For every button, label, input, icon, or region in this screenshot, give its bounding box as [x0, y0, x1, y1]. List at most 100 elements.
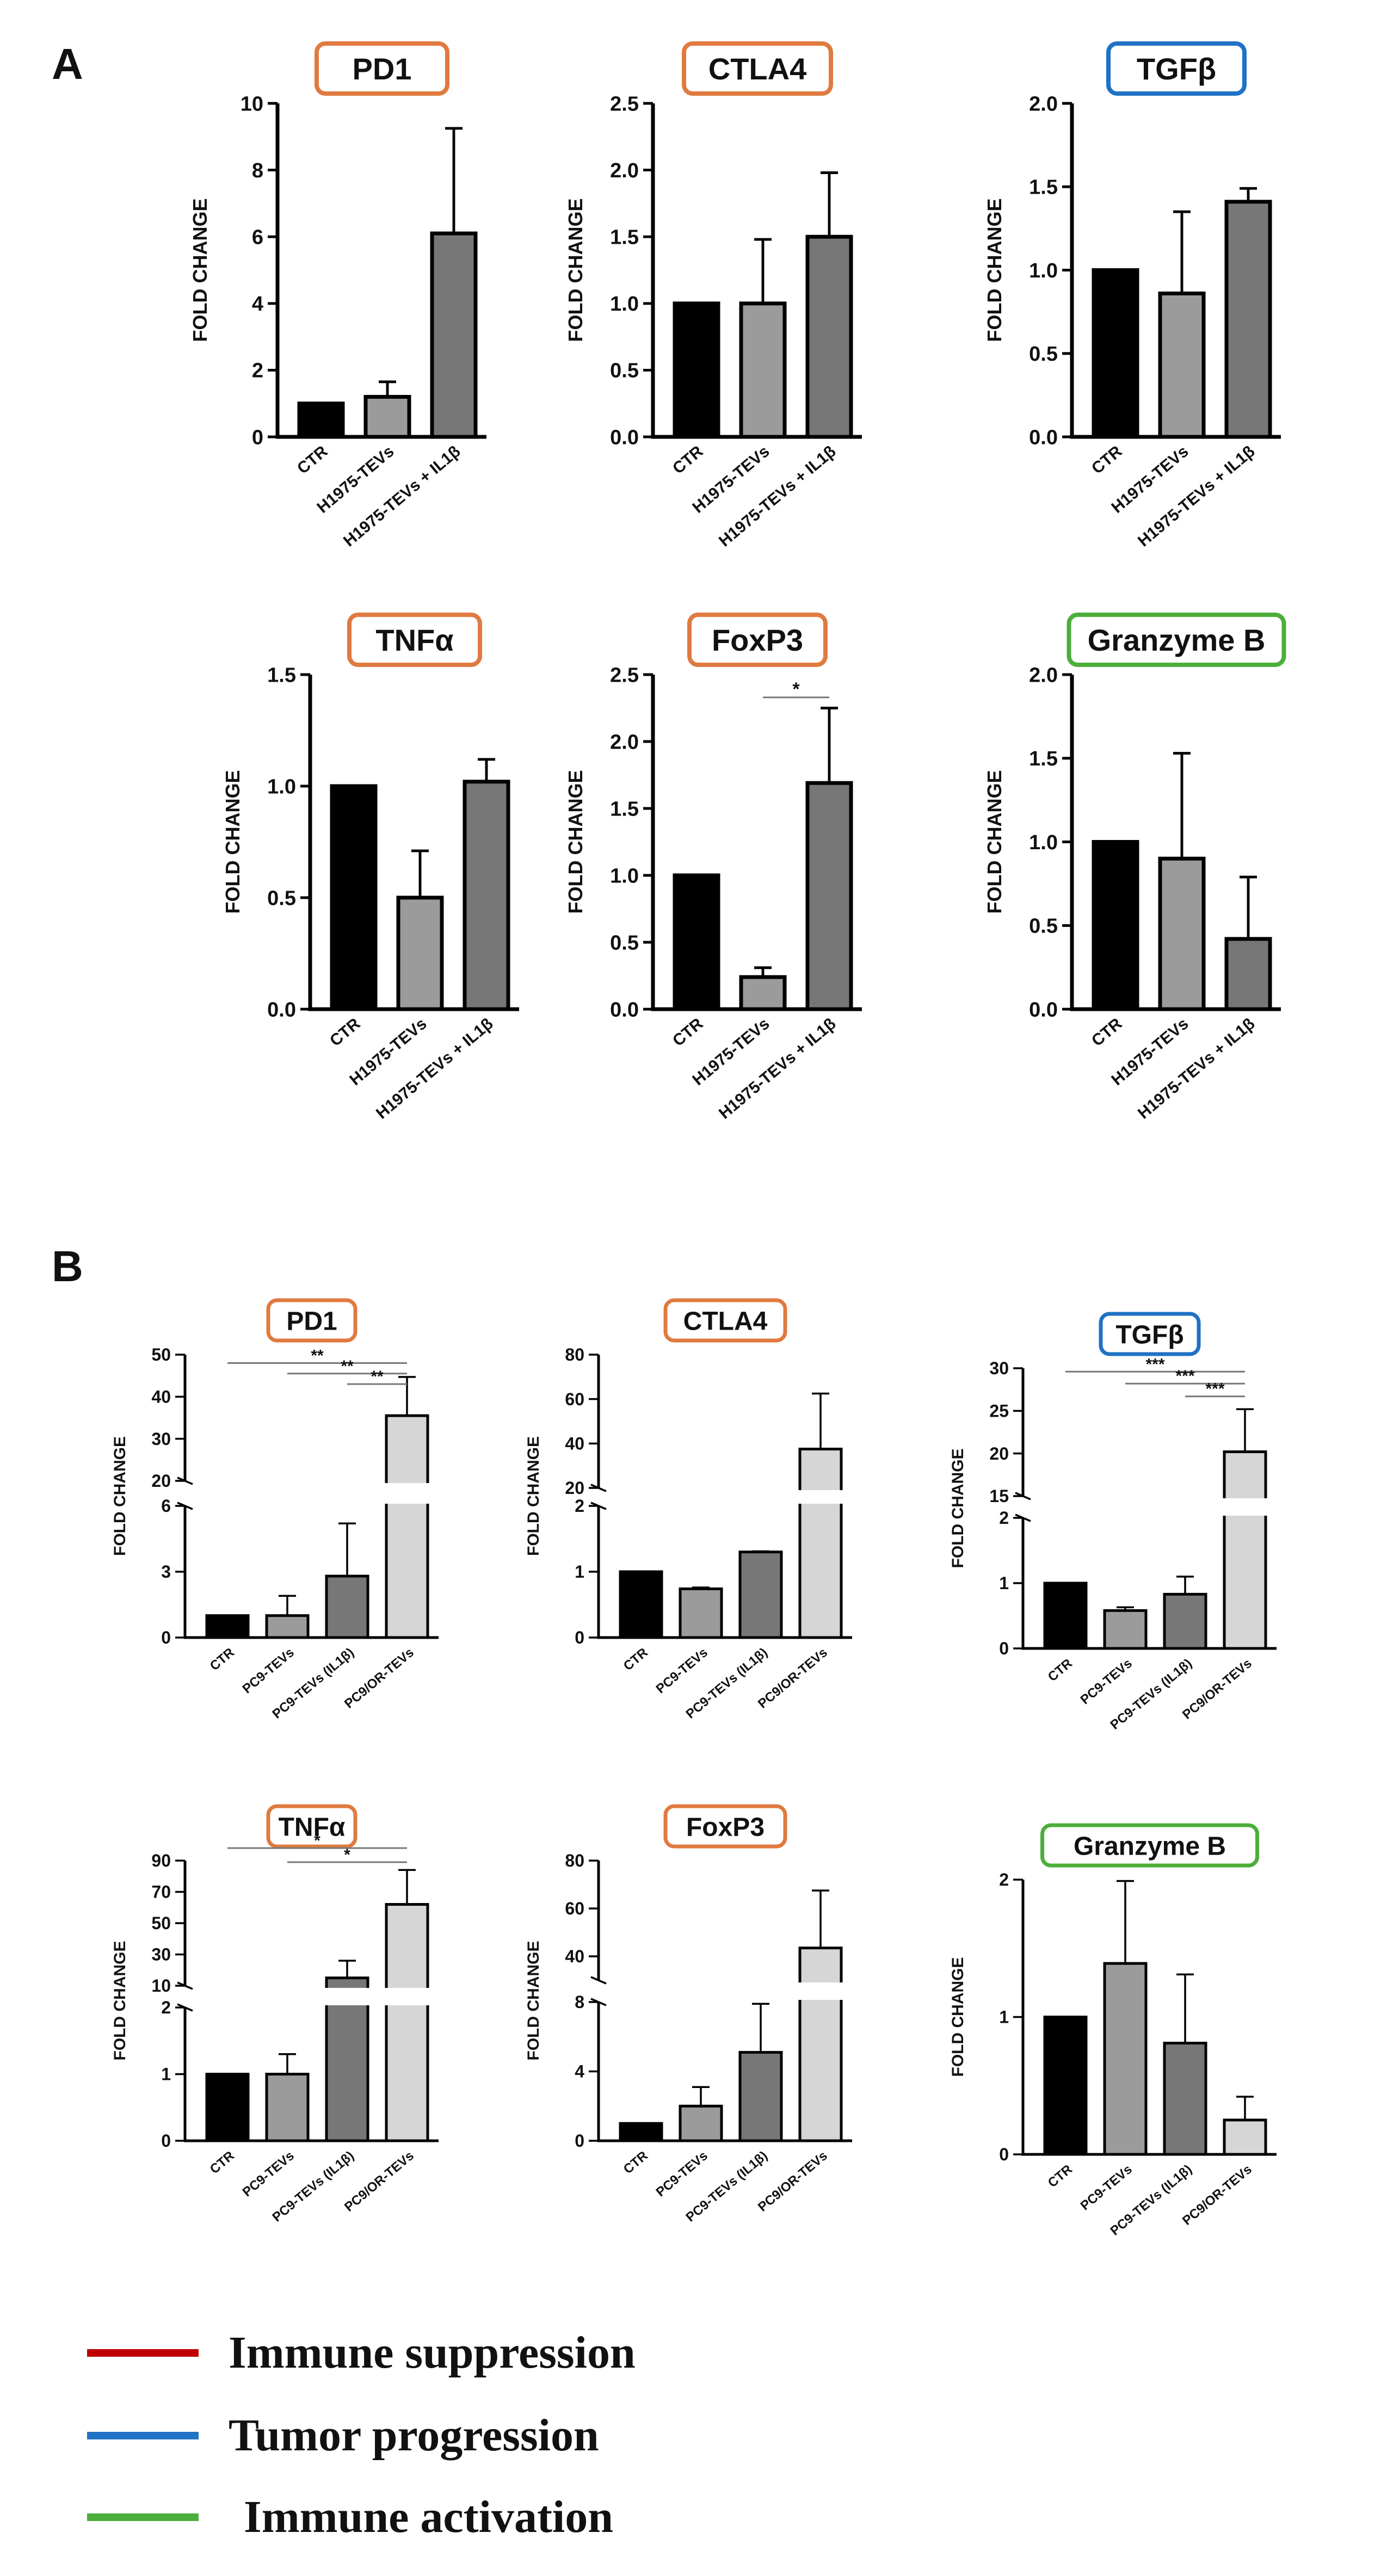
y-tick-label: 0.5 [610, 931, 639, 954]
bar-pc9-or-tevs [385, 1903, 429, 2142]
bar-ctr [297, 401, 345, 439]
bar-h1975-tevs [739, 301, 787, 439]
chart-title: FoxP3 [686, 1813, 765, 1842]
bar-ctr [205, 1614, 250, 1639]
axis-break-gap [602, 1982, 855, 2000]
panel-label-a: A [52, 40, 83, 88]
legend-label-immune-suppression: Immune suppression [229, 2327, 636, 2378]
bar-ctr [673, 873, 720, 1011]
legend-label-immune-activation: Immune activation [244, 2492, 613, 2542]
y-tick-label: 0 [999, 1639, 1009, 1658]
significance-label: ** [371, 1368, 384, 1386]
bar-ctr [1092, 840, 1139, 1011]
y-tick-label: 30 [151, 1945, 171, 1965]
legend-label-tumor-progression: Tumor progression [229, 2410, 599, 2461]
y-tick-label: 1.5 [610, 798, 639, 820]
y-axis-label: FOLD CHANGE [949, 1449, 967, 1568]
y-tick-label: 1.0 [610, 864, 639, 887]
y-axis-label: FOLD CHANGE [525, 1941, 543, 2061]
y-axis-label: FOLD CHANGE [111, 1436, 129, 1556]
y-tick-label: 1.0 [1029, 260, 1058, 282]
y-tick-label: 3 [161, 1562, 171, 1582]
y-tick-label: 6 [252, 226, 263, 249]
y-axis-label: FOLD CHANGE [949, 1957, 967, 2077]
axis-break-gap [1026, 1498, 1280, 1516]
y-tick-label: 4 [252, 293, 263, 316]
y-tick-label: 0.5 [1029, 343, 1058, 366]
significance-label: ** [311, 1346, 324, 1364]
y-tick-label: 80 [565, 1345, 584, 1364]
chart-title: TGFβ [1137, 52, 1216, 86]
chart-title: PD1 [286, 1307, 337, 1336]
title-box [266, 1298, 357, 1343]
y-tick-label: 2 [252, 360, 263, 382]
y-tick-label: 0.0 [1029, 426, 1058, 449]
bar-h1975-tevs [363, 394, 411, 439]
axis-break-gap [602, 1490, 855, 1504]
bar-pc9-or-tevs [385, 1414, 429, 1639]
y-tick-label: 2.5 [610, 664, 639, 687]
bar-h1975-tevs [396, 895, 444, 1011]
y-axis-label: FOLD CHANGE [983, 199, 1006, 342]
y-tick-label: 30 [989, 1358, 1009, 1378]
legend: Immune suppression Tumor progression Imm… [87, 2327, 636, 2542]
title-box [663, 1298, 787, 1343]
bar-h1975-tevs-il1- [1224, 937, 1272, 1011]
y-tick-label: 1 [161, 2065, 171, 2084]
y-axis-label: FOLD CHANGE [564, 199, 587, 342]
bar-ctr [673, 301, 720, 439]
y-tick-label: 2.0 [1029, 92, 1058, 115]
bar-ctr [205, 2073, 250, 2142]
bar-h1975-tevs [1158, 856, 1206, 1011]
title-box [347, 613, 482, 667]
y-tick-label: 1 [999, 2007, 1009, 2027]
y-axis-label: FOLD CHANGE [111, 1941, 129, 2061]
chart-title: CTLA4 [708, 52, 806, 86]
significance-label: ** [341, 1357, 354, 1375]
y-tick-label: 1.0 [610, 293, 639, 316]
y-tick-label: 8 [575, 1992, 584, 2012]
y-tick-label: 0.0 [610, 426, 639, 449]
bar-pc9-tevs-il1- [738, 2050, 783, 2142]
bar-pc9-tevs [679, 1587, 723, 1639]
y-tick-label: 90 [151, 1851, 171, 1870]
bar-pc9-tevs-il1- [1163, 2041, 1207, 2156]
significance-label: * [344, 1846, 350, 1864]
y-tick-label: 15 [989, 1486, 1009, 1506]
y-tick-label: 10 [151, 1976, 171, 1996]
y-tick-label: 2 [161, 1998, 171, 2017]
bar-ctr [1043, 2016, 1088, 2156]
y-tick-label: 50 [151, 1913, 171, 1933]
title-box [266, 1804, 357, 1849]
y-tick-label: 8 [252, 159, 263, 182]
bar-pc9-tevs-il1- [325, 1574, 369, 1639]
bar-h1975-tevs [739, 975, 787, 1011]
y-tick-label: 25 [989, 1401, 1009, 1421]
y-axis-label: FOLD CHANGE [189, 199, 211, 342]
y-tick-label: 1.5 [267, 664, 296, 687]
y-tick-label: 20 [151, 1471, 171, 1491]
bar-pc9-or-tevs [798, 1448, 843, 1639]
title-box [682, 41, 833, 96]
bar-ctr [1092, 268, 1139, 439]
bar-pc9-tevs [265, 1614, 310, 1639]
significance-label: *** [1175, 1367, 1194, 1385]
bar-pc9-tevs [1103, 1962, 1148, 2156]
bar-ctr [1043, 1582, 1088, 1650]
y-tick-label: 30 [151, 1429, 171, 1449]
y-tick-label: 1.0 [1029, 831, 1058, 854]
y-tick-label: 2.0 [1029, 664, 1058, 687]
y-tick-label: 1.5 [1029, 748, 1058, 770]
y-tick-label: 2 [575, 1496, 584, 1516]
y-tick-label: 0 [252, 426, 263, 449]
bar-pc9-tevs [265, 2073, 310, 2142]
chart-title: TNFα [279, 1813, 346, 1842]
chart-title: TGFβ [1115, 1320, 1183, 1349]
bar-pc9-or-tevs [798, 1947, 843, 2142]
bar-h1975-tevs [1158, 291, 1206, 439]
significance-label: *** [1145, 1355, 1164, 1373]
chart-title: PD1 [353, 52, 412, 86]
y-tick-label: 20 [989, 1444, 1009, 1463]
chart-title: Granzyme B [1074, 1832, 1226, 1861]
y-tick-label: 4 [575, 2062, 584, 2081]
